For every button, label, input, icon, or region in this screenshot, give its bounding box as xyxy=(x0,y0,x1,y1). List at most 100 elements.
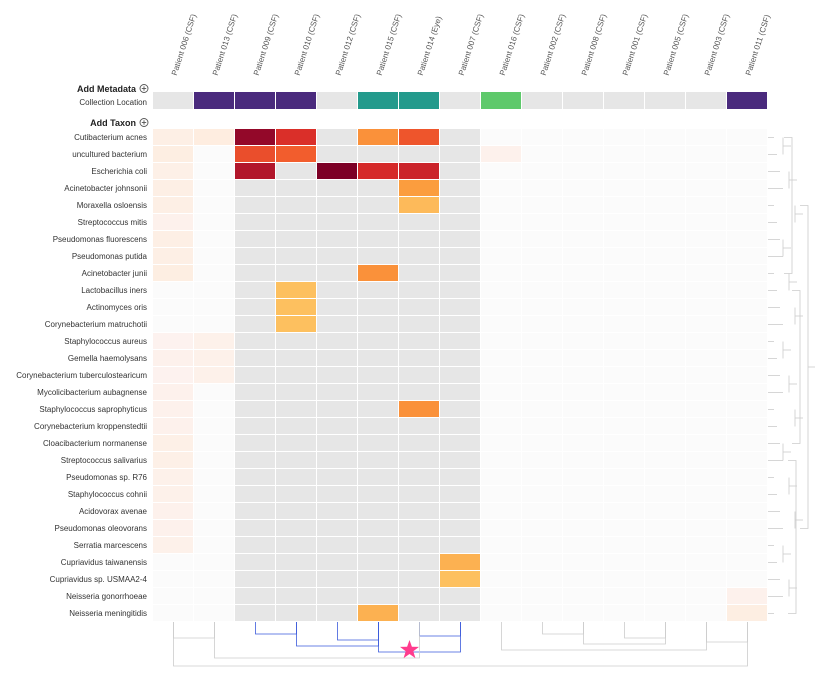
heatmap-cell[interactable] xyxy=(727,367,767,383)
heatmap-cell[interactable] xyxy=(276,435,316,451)
heatmap-cell[interactable] xyxy=(522,503,562,519)
heatmap-cell[interactable] xyxy=(358,248,398,264)
heatmap-cell[interactable] xyxy=(399,503,439,519)
heatmap-cell[interactable] xyxy=(522,316,562,332)
heatmap-cell[interactable] xyxy=(727,537,767,553)
heatmap-cell[interactable] xyxy=(604,486,644,502)
heatmap-cell[interactable] xyxy=(686,299,726,315)
row-label-corynebacterium-kroppenstedtii[interactable]: Corynebacterium kroppenstedtii xyxy=(34,422,147,431)
add-metadata-button[interactable]: Add Metadata xyxy=(77,84,149,94)
heatmap-cell[interactable] xyxy=(317,214,357,230)
heatmap-cell[interactable] xyxy=(317,537,357,553)
heatmap-cell[interactable] xyxy=(645,163,685,179)
heatmap-cell[interactable] xyxy=(276,146,316,162)
heatmap-cell[interactable] xyxy=(522,265,562,281)
heatmap-cell[interactable] xyxy=(481,129,521,145)
heatmap-cell[interactable] xyxy=(317,486,357,502)
heatmap-cell[interactable] xyxy=(194,129,234,145)
heatmap-cell[interactable] xyxy=(235,231,275,247)
row-label-cutibacterium-acnes[interactable]: Cutibacterium acnes xyxy=(74,133,147,142)
heatmap-cell[interactable] xyxy=(153,163,193,179)
heatmap-cell[interactable] xyxy=(727,265,767,281)
row-label-serratia-marcescens[interactable]: Serratia marcescens xyxy=(74,541,147,550)
heatmap-cell[interactable] xyxy=(522,435,562,451)
heatmap-cell[interactable] xyxy=(399,605,439,621)
heatmap-cell[interactable] xyxy=(481,248,521,264)
heatmap-cell[interactable] xyxy=(645,469,685,485)
heatmap-cell[interactable] xyxy=(235,316,275,332)
heatmap-cell[interactable] xyxy=(727,146,767,162)
heatmap-cell[interactable] xyxy=(481,571,521,587)
heatmap-cell[interactable] xyxy=(604,282,644,298)
heatmap-cell[interactable] xyxy=(399,146,439,162)
heatmap-cell[interactable] xyxy=(317,265,357,281)
heatmap-cell[interactable] xyxy=(194,282,234,298)
metadata-cell[interactable] xyxy=(686,92,726,109)
heatmap-cell[interactable] xyxy=(317,418,357,434)
heatmap-cell[interactable] xyxy=(727,248,767,264)
heatmap-cell[interactable] xyxy=(276,554,316,570)
heatmap-cell[interactable] xyxy=(563,384,603,400)
row-label-gemella-haemolysans[interactable]: Gemella haemolysans xyxy=(68,354,147,363)
heatmap-cell[interactable] xyxy=(645,248,685,264)
row-label-streptococcus-salivarius[interactable]: Streptococcus salivarius xyxy=(61,456,147,465)
heatmap-cell[interactable] xyxy=(317,146,357,162)
heatmap-cell[interactable] xyxy=(563,350,603,366)
heatmap-cell[interactable] xyxy=(358,197,398,213)
heatmap-cell[interactable] xyxy=(481,316,521,332)
heatmap-cell[interactable] xyxy=(522,129,562,145)
heatmap-cell[interactable] xyxy=(358,384,398,400)
heatmap-cell[interactable] xyxy=(727,571,767,587)
heatmap-cell[interactable] xyxy=(645,520,685,536)
heatmap-cell[interactable] xyxy=(440,214,480,230)
heatmap-cell[interactable] xyxy=(686,554,726,570)
heatmap-cell[interactable] xyxy=(153,554,193,570)
heatmap-cell[interactable] xyxy=(235,486,275,502)
row-label-acinetobacter-johnsonii[interactable]: Acinetobacter johnsonii xyxy=(64,184,147,193)
heatmap-cell[interactable] xyxy=(727,503,767,519)
heatmap-cell[interactable] xyxy=(153,146,193,162)
heatmap-cell[interactable] xyxy=(358,452,398,468)
heatmap-cell[interactable] xyxy=(604,588,644,604)
heatmap-cell[interactable] xyxy=(645,350,685,366)
heatmap-cell[interactable] xyxy=(604,554,644,570)
heatmap-cell[interactable] xyxy=(440,571,480,587)
heatmap-cell[interactable] xyxy=(317,384,357,400)
heatmap-cell[interactable] xyxy=(645,452,685,468)
heatmap-cell[interactable] xyxy=(235,350,275,366)
heatmap-cell[interactable] xyxy=(481,418,521,434)
heatmap-cell[interactable] xyxy=(563,503,603,519)
heatmap-cell[interactable] xyxy=(153,129,193,145)
heatmap-cell[interactable] xyxy=(276,129,316,145)
heatmap-cell[interactable] xyxy=(727,435,767,451)
heatmap-cell[interactable] xyxy=(276,299,316,315)
heatmap-cell[interactable] xyxy=(235,248,275,264)
heatmap-cell[interactable] xyxy=(563,197,603,213)
heatmap-cell[interactable] xyxy=(194,248,234,264)
heatmap-cell[interactable] xyxy=(358,520,398,536)
heatmap-cell[interactable] xyxy=(153,503,193,519)
heatmap-cell[interactable] xyxy=(194,588,234,604)
heatmap-cell[interactable] xyxy=(727,588,767,604)
heatmap-cell[interactable] xyxy=(440,486,480,502)
heatmap-cell[interactable] xyxy=(153,435,193,451)
heatmap-cell[interactable] xyxy=(317,401,357,417)
heatmap-cell[interactable] xyxy=(276,520,316,536)
heatmap-cell[interactable] xyxy=(522,469,562,485)
heatmap-cell[interactable] xyxy=(686,350,726,366)
row-label-staphylococcus-cohnii[interactable]: Staphylococcus cohnii xyxy=(68,490,147,499)
heatmap-cell[interactable] xyxy=(481,384,521,400)
heatmap-cell[interactable] xyxy=(481,163,521,179)
heatmap-cell[interactable] xyxy=(317,163,357,179)
heatmap-cell[interactable] xyxy=(440,418,480,434)
heatmap-cell[interactable] xyxy=(604,197,644,213)
heatmap-cell[interactable] xyxy=(522,452,562,468)
heatmap-cell[interactable] xyxy=(563,367,603,383)
heatmap-cell[interactable] xyxy=(686,265,726,281)
heatmap-cell[interactable] xyxy=(727,231,767,247)
heatmap-cell[interactable] xyxy=(194,350,234,366)
heatmap-cell[interactable] xyxy=(399,418,439,434)
heatmap-cell[interactable] xyxy=(399,180,439,196)
heatmap-cell[interactable] xyxy=(440,163,480,179)
heatmap-cell[interactable] xyxy=(235,588,275,604)
